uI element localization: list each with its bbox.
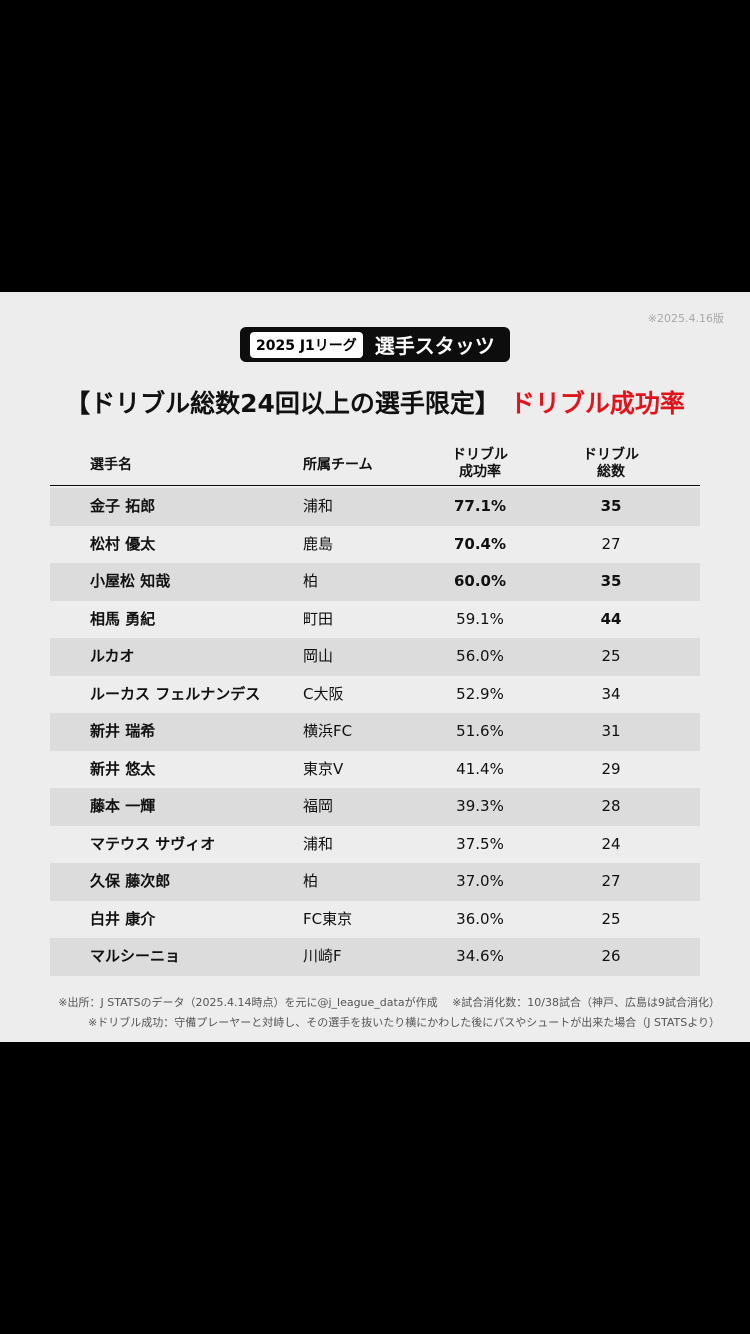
- header-player-name-label: 選手名: [90, 456, 132, 473]
- team-name: FC東京: [303, 909, 353, 928]
- success-rate: 36.0%: [456, 909, 504, 928]
- header-success-rate: ドリブル 成功率: [420, 442, 540, 485]
- header-total: ドリブル 総数: [550, 442, 672, 485]
- dribble-total: 35: [600, 497, 622, 515]
- team-name: 柏: [303, 572, 319, 590]
- table-row: 相馬 勇紀 町田 59.1% 44: [50, 601, 700, 639]
- table-row: 松村 優太 鹿島 70.4% 27: [50, 526, 700, 564]
- success-rate: 77.1%: [453, 497, 507, 515]
- player-name: ルカオ: [90, 647, 135, 665]
- team-name: 東京V: [303, 759, 344, 778]
- success-rate: 59.1%: [456, 609, 504, 628]
- team-name: 岡山: [303, 647, 334, 665]
- player-name: 金子 拓郎: [90, 497, 156, 515]
- team-name: 福岡: [303, 797, 334, 815]
- dribble-total: 35: [600, 572, 622, 590]
- headline-prefix: 【ドリブル総数24回以上の選手限定】: [65, 389, 500, 418]
- team-name: 柏: [303, 872, 319, 890]
- dribble-total: 44: [600, 609, 622, 628]
- dribble-total: 34: [601, 684, 621, 703]
- player-name: マテウス サヴィオ: [90, 834, 216, 853]
- player-name: 新井 瑞希: [90, 722, 156, 740]
- player-name: 藤本 一輝: [90, 797, 156, 815]
- title-badge: 2025 J1リーグ 選手スタッツ: [240, 327, 510, 362]
- success-rate: 70.4%: [453, 534, 507, 553]
- page-title: 【ドリブル総数24回以上の選手限定】 ドリブル成功率: [0, 384, 750, 420]
- team-name: 鹿島: [303, 534, 334, 553]
- player-name: 松村 優太: [90, 534, 156, 553]
- header-success-rate-line1: ドリブル: [452, 446, 508, 463]
- header-total-line2: 総数: [597, 463, 625, 480]
- success-rate: 51.6%: [456, 722, 504, 740]
- table-row: 新井 瑞希 横浜FC 51.6% 31: [50, 713, 700, 751]
- table-row: ルーカス フェルナンデス C大阪 52.9% 34: [50, 676, 700, 714]
- success-rate: 37.0%: [456, 872, 504, 890]
- headline-highlight: ドリブル成功率: [509, 389, 685, 418]
- header-team: 所属チーム: [303, 442, 373, 485]
- team-name: 町田: [303, 609, 334, 628]
- team-name: 川崎F: [303, 947, 342, 965]
- table-row: 小屋松 知哉 柏 60.0% 35: [50, 563, 700, 601]
- footnote-definition: ※ドリブル成功：守備プレーヤーと対峙し、その選手を抜いたり横にかわした後にパスや…: [88, 1016, 720, 1029]
- table-row: マテウス サヴィオ 浦和 37.5% 24: [50, 826, 700, 864]
- team-name: 横浜FC: [303, 722, 353, 740]
- table-header: 選手名 所属チーム ドリブル 成功率 ドリブル 総数: [50, 442, 700, 486]
- success-rate: 52.9%: [456, 684, 504, 703]
- player-name: 白井 康介: [90, 909, 156, 928]
- header-team-label: 所属チーム: [303, 456, 373, 473]
- footnote-source: ※出所：J STATSのデータ（2025.4.14時点）を元に@j_league…: [58, 996, 720, 1009]
- success-rate: 60.0%: [453, 572, 507, 590]
- player-name: 久保 藤次郎: [90, 872, 171, 890]
- success-rate: 34.6%: [456, 947, 504, 965]
- dribble-total: 24: [601, 834, 621, 853]
- league-tag: 2025 J1リーグ: [250, 331, 363, 358]
- player-name: 新井 悠太: [90, 759, 156, 778]
- header-success-rate-line2: 成功率: [459, 463, 501, 480]
- header-player-name: 選手名: [90, 442, 132, 485]
- date-note: ※2025.4.16版: [647, 312, 724, 325]
- dribble-total: 27: [601, 872, 621, 890]
- team-name: 浦和: [303, 834, 334, 853]
- table-row: ルカオ 岡山 56.0% 25: [50, 638, 700, 676]
- player-name: マルシーニョ: [90, 947, 181, 965]
- success-rate: 41.4%: [456, 759, 504, 778]
- team-name: C大阪: [303, 684, 344, 703]
- success-rate: 39.3%: [456, 797, 504, 815]
- table-row: 久保 藤次郎 柏 37.0% 27: [50, 863, 700, 901]
- stats-card: ※2025.4.16版 2025 J1リーグ 選手スタッツ 【ドリブル総数24回…: [0, 292, 750, 1042]
- badge-title: 選手スタッツ: [374, 334, 495, 358]
- dribble-total: 25: [601, 647, 621, 665]
- table-row: 金子 拓郎 浦和 77.1% 35: [50, 488, 700, 526]
- table-row: 新井 悠太 東京V 41.4% 29: [50, 751, 700, 789]
- success-rate: 37.5%: [456, 834, 504, 853]
- table-row: 藤本 一輝 福岡 39.3% 28: [50, 788, 700, 826]
- player-name: ルーカス フェルナンデス: [90, 684, 261, 703]
- dribble-total: 29: [601, 759, 621, 778]
- success-rate: 56.0%: [456, 647, 504, 665]
- dribble-total: 28: [601, 797, 621, 815]
- table-body: 金子 拓郎 浦和 77.1% 35 松村 優太 鹿島 70.4% 27 小屋松 知哉柏 60.0%…: [50, 488, 700, 976]
- table-row: 白井 康介 FC東京 36.0% 25: [50, 901, 700, 939]
- dribble-total: 27: [601, 534, 621, 553]
- dribble-total: 31: [601, 722, 621, 740]
- player-name: 小屋松 知哉: [90, 572, 171, 590]
- dribble-total: 25: [601, 909, 621, 928]
- team-name: 浦和: [303, 497, 334, 515]
- dribble-total: 26: [601, 947, 621, 965]
- table-row: マルシーニョ 川崎F 34.6% 26: [50, 938, 700, 976]
- player-name: 相馬 勇紀: [90, 609, 156, 628]
- header-total-line1: ドリブル: [583, 446, 639, 463]
